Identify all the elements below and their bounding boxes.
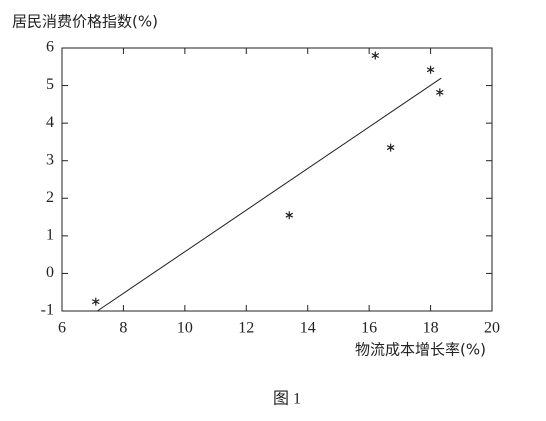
point xyxy=(436,88,444,97)
point xyxy=(386,143,395,152)
x-tick-label: 12 xyxy=(238,320,254,337)
x-tick-label: 20 xyxy=(484,320,500,337)
y-tick-label: 5 xyxy=(46,76,54,93)
x-tick-label: 6 xyxy=(58,320,66,337)
y-tick-label: 2 xyxy=(46,189,54,206)
caption: 图 1 xyxy=(273,391,301,408)
y-tick-label: 0 xyxy=(46,264,54,281)
x-tick-label: 18 xyxy=(423,320,439,337)
point xyxy=(92,297,100,306)
x-tick-label: 8 xyxy=(119,320,127,337)
trend-line xyxy=(97,77,442,312)
point xyxy=(285,211,294,220)
y-tick-label: 3 xyxy=(46,151,54,168)
y-tick-label: 1 xyxy=(46,227,54,244)
x-tick-label: 14 xyxy=(300,320,316,337)
point xyxy=(426,65,435,74)
x-tick-label: 16 xyxy=(361,320,377,337)
y-tick-label: -1 xyxy=(41,302,54,319)
plot-frame xyxy=(61,47,493,312)
y-axis-label: 居民消费价格指数(%) xyxy=(12,13,158,31)
x-tick-label: 10 xyxy=(177,320,193,337)
y-tick-label: 6 xyxy=(46,39,54,56)
point xyxy=(371,51,380,60)
x-axis-label: 物流成本增长率(%) xyxy=(355,341,486,359)
y-tick-label: 4 xyxy=(46,114,54,131)
